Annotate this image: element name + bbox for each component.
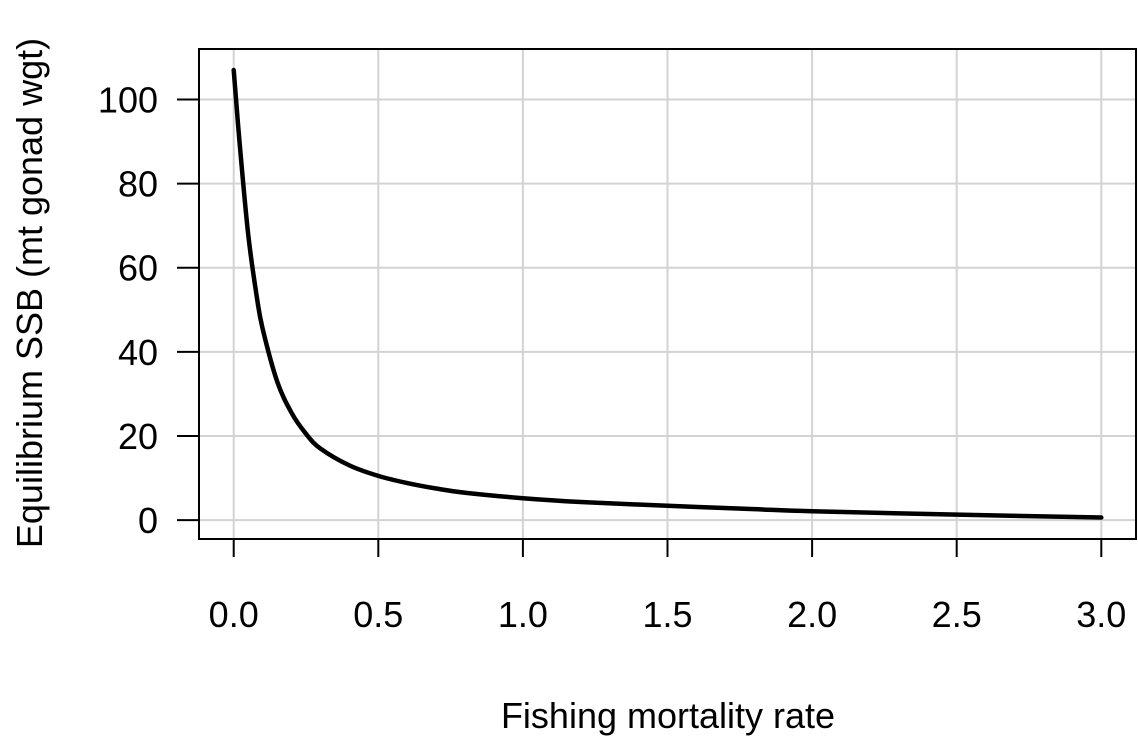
series-line-0: [231, 67, 1104, 520]
x-tick-label-0: 0.0: [209, 594, 259, 635]
y-tick-label-0: 0: [138, 500, 158, 541]
y-axis-label: Equilibrium SSB (mt gonad wgt): [9, 38, 50, 548]
y-tick-label-3: 60: [118, 248, 158, 289]
x-tick-label-5: 2.5: [932, 594, 982, 635]
axes: 0.0 0.5 1.0 1.5 2.0 2.5 3.0 0 20 40 60 80 100: [98, 79, 1126, 635]
x-axis-label: Fishing mortality rate: [501, 695, 835, 736]
x-tick-label-6: 3.0: [1076, 594, 1126, 635]
x-tick-label-1: 0.5: [353, 594, 403, 635]
y-tick-label-5: 100: [98, 79, 158, 120]
gridlines: [199, 49, 1136, 539]
y-tick-label-4: 80: [118, 164, 158, 205]
series-layer: [231, 67, 1104, 520]
y-tick-label-2: 40: [118, 332, 158, 373]
x-tick-label-4: 2.0: [787, 594, 837, 635]
x-tick-label-3: 1.5: [642, 594, 692, 635]
y-tick-label-1: 20: [118, 416, 158, 457]
x-tick-label-2: 1.0: [498, 594, 548, 635]
